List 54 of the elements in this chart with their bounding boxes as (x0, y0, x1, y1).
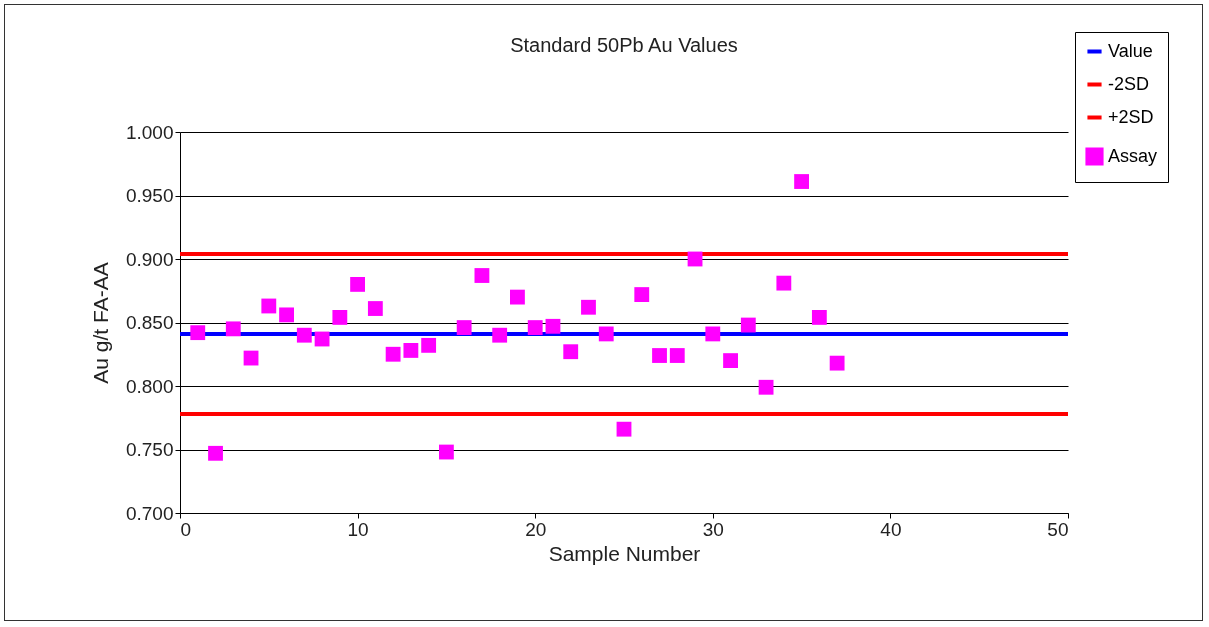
x-axis-title: Sample Number (548, 541, 701, 565)
point (279, 307, 294, 323)
point (403, 343, 419, 358)
y-tick-label: 0.950 (125, 185, 174, 206)
point (190, 325, 206, 341)
y-tick-label: 0.700 (125, 502, 174, 524)
point (705, 326, 721, 342)
y-tick-label: 0.800 (125, 375, 174, 397)
legend-label: -2SD (1108, 73, 1150, 94)
legend-label: Value (1108, 40, 1153, 61)
point (581, 299, 596, 315)
point (510, 289, 525, 305)
x-tick-label: 40 (880, 518, 902, 540)
point (740, 317, 756, 333)
point (225, 321, 241, 337)
y-axis-title: Au g/t FA-AA (88, 262, 112, 384)
legend-label: Assay (1108, 145, 1158, 166)
point (492, 327, 508, 343)
point (527, 320, 543, 335)
point (758, 379, 774, 395)
point (421, 337, 437, 353)
x-tick-label: 0 (180, 518, 192, 540)
y-tick-label: 0.750 (125, 439, 174, 460)
point (545, 318, 561, 334)
point (829, 355, 845, 371)
point (634, 287, 650, 302)
x-tick-label: 30 (702, 518, 724, 540)
point (616, 421, 632, 437)
y-tick-label: 0.900 (125, 248, 174, 270)
point (794, 174, 810, 189)
point (723, 353, 738, 369)
point (438, 444, 454, 460)
point (598, 326, 614, 342)
point (456, 320, 472, 335)
point (350, 276, 366, 292)
point (811, 310, 827, 325)
y-tick-label: 1.000 (125, 121, 174, 143)
point (669, 348, 685, 363)
point (367, 301, 383, 316)
legend-label: +2SD (1108, 106, 1154, 127)
x-tick-label: 20 (525, 518, 547, 540)
point (208, 445, 223, 461)
y-tick-label: 0.850 (125, 312, 174, 333)
chart-title: Standard 50Pb Au Values (510, 33, 738, 56)
x-tick-label: 10 (347, 518, 369, 540)
point (385, 346, 401, 362)
point (261, 298, 277, 314)
point (296, 327, 312, 343)
x-tick-label: 50 (1047, 518, 1069, 540)
point (474, 268, 490, 283)
point (652, 348, 667, 363)
point (332, 310, 348, 325)
point (776, 275, 792, 291)
point (563, 344, 579, 360)
